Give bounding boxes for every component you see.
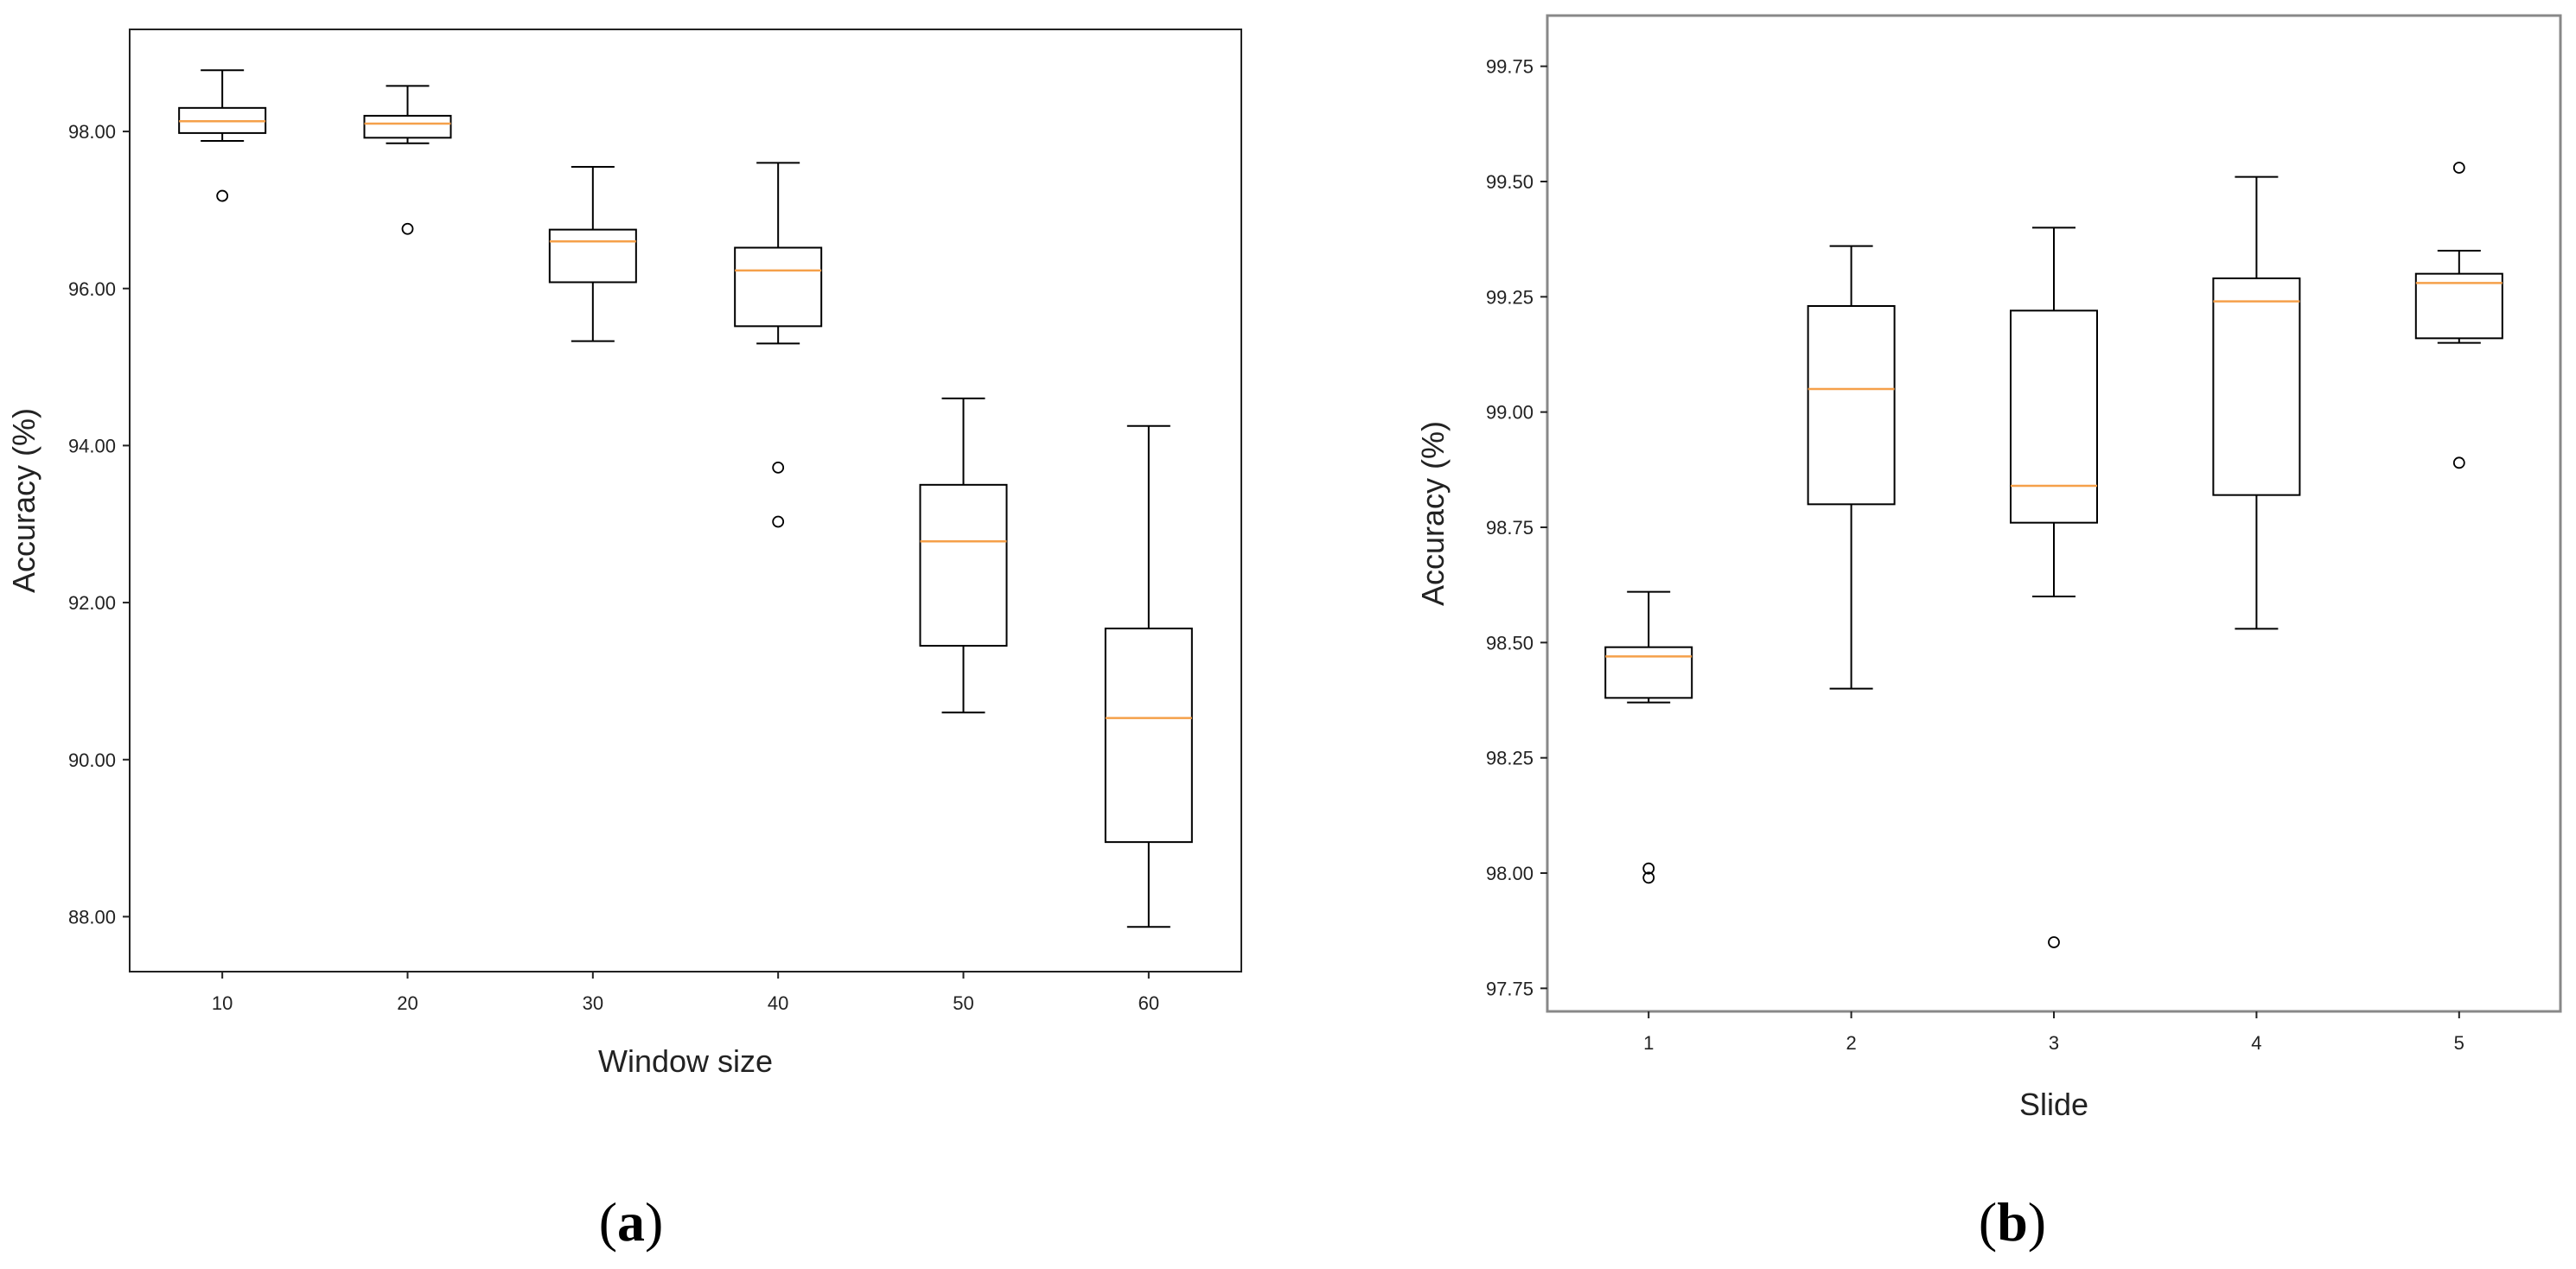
box-30 (548, 165, 637, 342)
outlier-point (2048, 936, 2060, 948)
x-tick-label: 10 (212, 992, 233, 1014)
box-3 (2010, 226, 2098, 948)
iqr-box (2010, 309, 2098, 524)
x-axis-title: Window size (598, 1043, 773, 1079)
panel-b-chart: 97.75 98.00 98.25 98.50 98.75 99.00 99.25 99.50… (1415, 14, 2562, 1253)
y-axis-title: Accuracy (%) (6, 408, 41, 593)
panel-label: (a) (599, 1191, 664, 1253)
box-10 (178, 69, 267, 202)
y-tick-label: 97.75 (1486, 978, 1533, 999)
box-4 (2212, 175, 2301, 630)
y-tick-label: 98.50 (1486, 632, 1533, 654)
x-tick-label: 2 (1846, 1032, 1856, 1054)
outlier-point (1642, 871, 1655, 884)
outlier-point (216, 189, 229, 202)
y-tick-label: 99.00 (1486, 402, 1533, 424)
y-tick-label: 96.00 (68, 278, 116, 300)
x-tick-label: 40 (768, 992, 788, 1014)
y-tick-label: 98.00 (1486, 863, 1533, 884)
outlier-point (1642, 862, 1655, 875)
box-2 (1807, 245, 1896, 690)
iqr-box (2212, 277, 2301, 496)
y-tick-label: 98.00 (68, 121, 116, 143)
y-tick-label: 92.00 (68, 592, 116, 614)
y-tick-label: 98.75 (1486, 517, 1533, 539)
x-tick-label: 5 (2454, 1032, 2464, 1054)
iqr-box (2414, 272, 2503, 340)
y-tick-label: 88.00 (68, 906, 116, 928)
y-axis-title: Accuracy (%) (1415, 421, 1451, 606)
x-tick-label: 60 (1138, 992, 1159, 1014)
outlier-point (772, 461, 785, 474)
iqr-box (1604, 646, 1693, 699)
iqr-box (919, 483, 1008, 647)
box-5 (2414, 162, 2503, 469)
iqr-box (363, 114, 452, 139)
y-tick-label: 99.50 (1486, 171, 1533, 193)
y-tick-label: 94.00 (68, 435, 116, 456)
x-tick-label: 1 (1643, 1032, 1654, 1054)
box-1 (1604, 590, 1693, 884)
outlier-point (401, 222, 414, 235)
box-40 (734, 162, 823, 528)
box-50 (919, 397, 1008, 714)
box-20 (363, 85, 452, 235)
iqr-box (734, 246, 823, 328)
box-60 (1104, 424, 1193, 928)
outlier-point (772, 515, 785, 528)
y-tick-label: 98.25 (1486, 748, 1533, 769)
panel-a-chart: 88.00 90.00 92.00 94.00 96.00 98.00 10 20 30 40 50… (6, 29, 1242, 1253)
iqr-box (1104, 628, 1193, 844)
outlier-point (2452, 162, 2465, 174)
y-tick-label: 99.25 (1486, 286, 1533, 308)
panel-label: (b) (1979, 1191, 2046, 1253)
x-tick-label: 3 (2049, 1032, 2059, 1054)
outlier-point (2452, 456, 2465, 469)
iqr-box (1807, 305, 1896, 506)
x-tick-label: 20 (397, 992, 418, 1014)
plot-frame (129, 29, 1242, 972)
x-tick-label: 30 (583, 992, 603, 1014)
x-axis-title: Slide (2019, 1087, 2088, 1122)
y-tick-label: 90.00 (68, 749, 116, 771)
y-tick-label: 99.75 (1486, 56, 1533, 78)
iqr-box (548, 228, 637, 284)
x-tick-label: 4 (2251, 1032, 2261, 1054)
x-tick-label: 50 (953, 992, 973, 1014)
